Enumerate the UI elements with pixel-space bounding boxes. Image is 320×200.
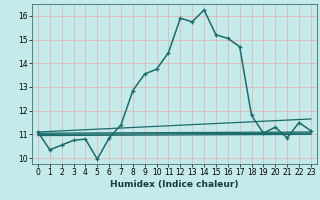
X-axis label: Humidex (Indice chaleur): Humidex (Indice chaleur) bbox=[110, 180, 239, 189]
